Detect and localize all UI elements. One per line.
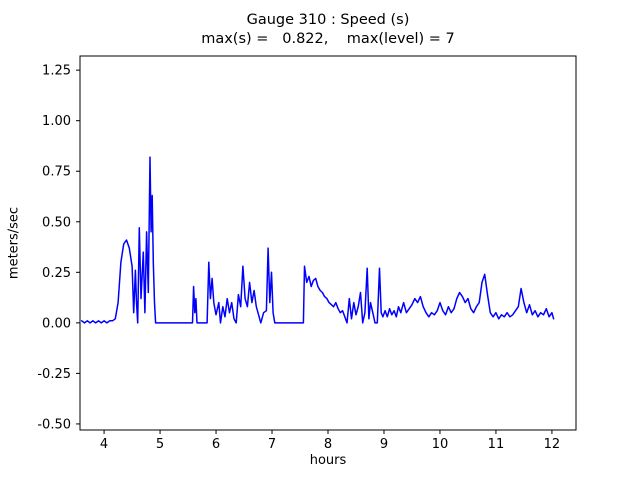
y-tick-label: 1.25: [42, 64, 71, 79]
y-tick-label: 0.00: [42, 316, 71, 331]
chart-subtitle: max(s) = 0.822, max(level) = 7: [201, 31, 455, 47]
y-tick-label: 0.25: [42, 266, 71, 281]
x-tick-label: 12: [544, 437, 561, 452]
x-axis-ticks: 4 5 6 7 8 9 10 11 12: [100, 430, 560, 452]
y-tick-label: 1.00: [42, 114, 71, 129]
x-tick-label: 4: [100, 437, 108, 452]
y-axis-label: meters/sec: [6, 206, 22, 280]
x-tick-label: 10: [432, 437, 449, 452]
x-tick-label: 11: [488, 437, 505, 452]
axes-box: [79, 55, 577, 431]
y-tick-label: -0.25: [37, 367, 71, 382]
x-tick-label: 9: [380, 437, 388, 452]
chart-title: Gauge 310 : Speed (s): [246, 12, 410, 28]
y-tick-label: 0.75: [42, 165, 71, 180]
x-tick-label: 5: [156, 437, 164, 452]
x-tick-label: 7: [268, 437, 276, 452]
y-tick-label: 0.50: [42, 215, 71, 230]
x-axis-label: hours: [309, 453, 347, 468]
y-axis-ticks: -0.50 -0.25 0.00 0.25 0.50 0.75 1.00 1.25: [37, 64, 80, 432]
speed-data-line: [80, 156, 555, 324]
y-tick-label: -0.50: [37, 417, 71, 432]
x-tick-label: 8: [324, 437, 332, 452]
x-tick-label: 6: [212, 437, 220, 452]
